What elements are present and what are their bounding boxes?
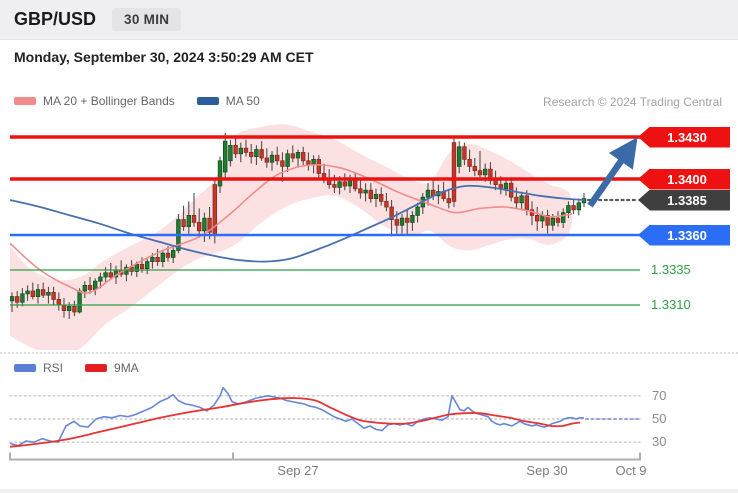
main-legend-item: MA 50	[196, 94, 260, 108]
price-tag-1.3360: 1.3360	[638, 224, 730, 246]
main-legend-label: MA 50	[225, 94, 260, 108]
rsi-legend: RSI 9MA	[14, 361, 139, 375]
price-text-1.3310: 1.3310	[651, 297, 691, 312]
chart-datetime: Monday, September 30, 2024 3:50:29 AM CE…	[14, 49, 314, 65]
copyright-text: Research © 2024 Trading Central	[543, 95, 722, 109]
panel-separator	[0, 352, 738, 354]
x-axis-label-sep-27: Sep 27	[277, 463, 319, 478]
timeframe-badge: 30 MIN	[112, 8, 182, 31]
main-chart-legend: MA 20 + Bollinger Bands MA 50	[14, 94, 260, 108]
header-bar: GBP/USD 30 MIN	[0, 0, 738, 40]
main-legend-swatch-icon	[196, 97, 219, 105]
main-legend-swatch-icon	[14, 97, 36, 105]
bottom-strip	[0, 489, 738, 493]
rsi-level-70: 70	[652, 387, 667, 403]
rsi-legend-item: 9MA	[85, 361, 139, 375]
rsi-legend-label: RSI	[43, 361, 64, 375]
main-legend-item: MA 20 + Bollinger Bands	[14, 94, 175, 108]
x-axis-label-oct-9: Oct 9	[615, 463, 647, 478]
price-tag-1.3430: 1.3430	[638, 126, 730, 148]
x-axis-label-sep-30: Sep 30	[526, 463, 568, 478]
main-legend-label: MA 20 + Bollinger Bands	[43, 94, 175, 108]
rsi-level-50: 50	[652, 411, 667, 426]
price-tag-1.3385: 1.3385	[638, 189, 730, 211]
rsi-legend-item: RSI	[14, 361, 63, 375]
rsi-level-30: 30	[652, 434, 667, 450]
rsi-legend-swatch-icon	[14, 364, 36, 372]
price-text-1.3335: 1.3335	[651, 262, 691, 277]
price-tag-1.3400: 1.3400	[638, 168, 730, 190]
rsi-legend-swatch-icon	[85, 364, 108, 372]
rsi-legend-label: 9MA	[114, 361, 139, 375]
symbol-title: GBP/USD	[14, 9, 97, 29]
